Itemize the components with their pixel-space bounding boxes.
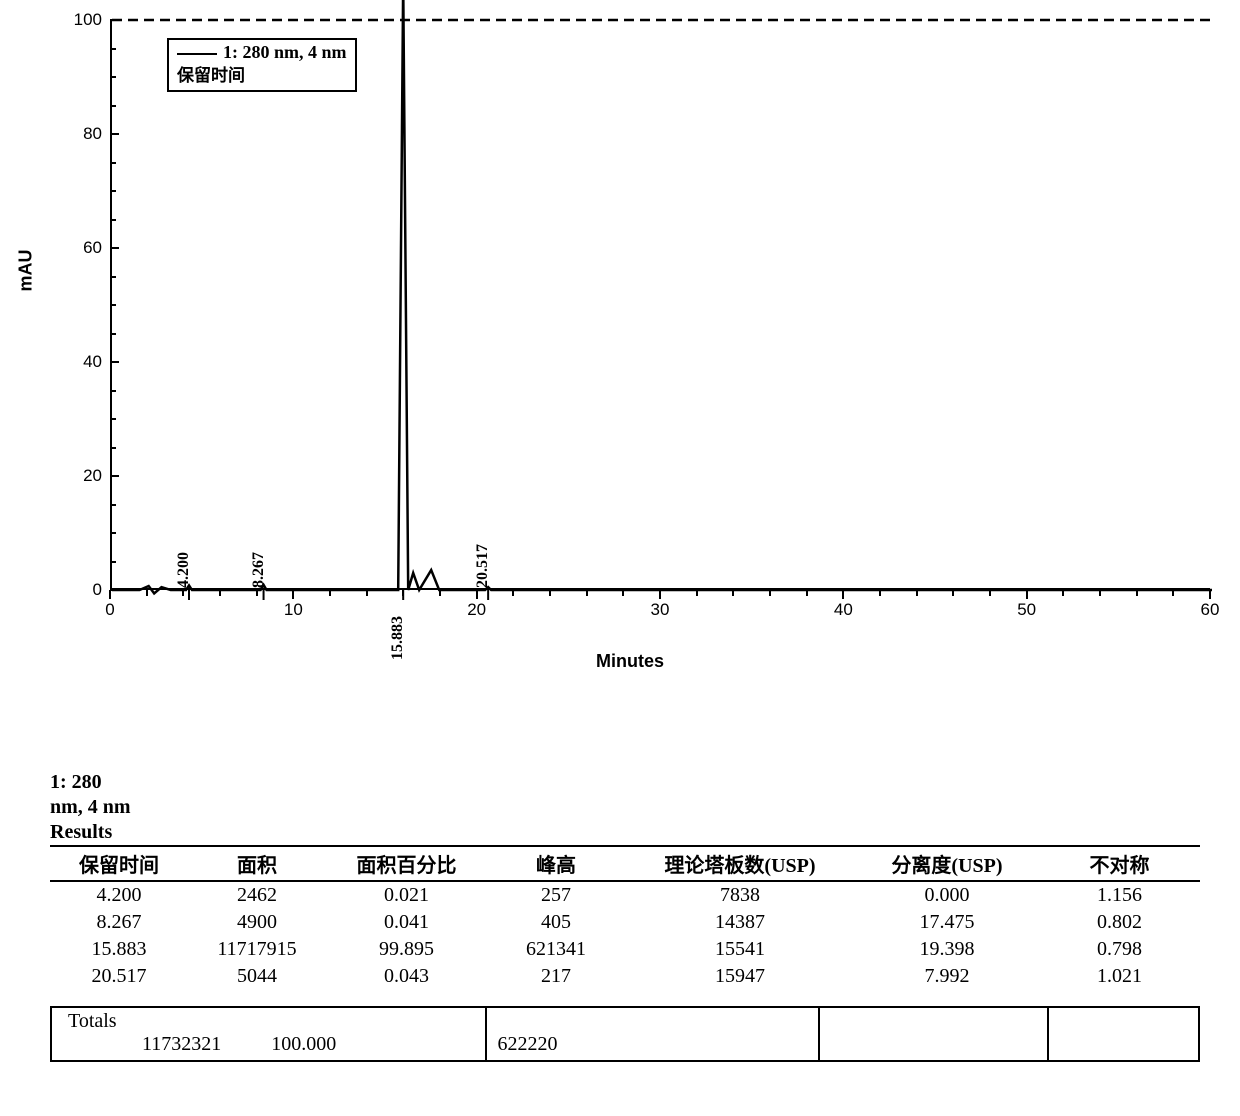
x-tick-label: 30	[651, 600, 670, 620]
column-header: 理论塔板数(USP)	[625, 846, 855, 881]
y-tick-label: 100	[74, 10, 110, 30]
column-header: 不对称	[1039, 846, 1200, 881]
plot-box: 1: 280 nm, 4 nm 保留时间	[110, 20, 1210, 590]
table-cell: 217	[487, 963, 625, 990]
x-tick-label: 40	[834, 600, 853, 620]
legend-title: 1: 280 nm, 4 nm	[223, 42, 347, 62]
table-cell: 0.041	[326, 909, 487, 936]
table-cell: 15541	[625, 936, 855, 963]
y-tick-label: 60	[83, 238, 110, 258]
table-cell: 0.798	[1039, 936, 1200, 963]
chromatogram-svg	[112, 20, 1212, 590]
results-table: 保留时间面积面积百分比峰高理论塔板数(USP)分离度(USP)不对称 4.200…	[50, 845, 1200, 990]
table-cell: 17.475	[855, 909, 1039, 936]
totals-row: Totals 11732321 100.000 622220	[50, 1006, 1200, 1062]
table-cell: 0.000	[855, 881, 1039, 909]
totals-area: 11732321	[142, 1033, 221, 1056]
table-cell: 2462	[188, 881, 326, 909]
table-cell: 19.398	[855, 936, 1039, 963]
table-cell: 7838	[625, 881, 855, 909]
column-header: 面积百分比	[326, 846, 487, 881]
table-cell: 20.517	[50, 963, 188, 990]
y-tick-label: 80	[83, 124, 110, 144]
table-cell: 4.200	[50, 881, 188, 909]
table-cell: 5044	[188, 963, 326, 990]
table-cell: 15.883	[50, 936, 188, 963]
peak-label: 8.267	[250, 552, 268, 588]
table-cell: 0.802	[1039, 909, 1200, 936]
peak-label: 20.517	[474, 544, 492, 588]
results-section: 1: 280 nm, 4 nm Results 保留时间面积面积百分比峰高理论塔…	[50, 770, 1200, 1062]
x-tick-label: 50	[1017, 600, 1036, 620]
table-row: 4.20024620.02125778380.0001.156	[50, 881, 1200, 909]
table-row: 15.8831171791599.8956213411554119.3980.7…	[50, 936, 1200, 963]
x-tick-label: 0	[105, 600, 114, 620]
y-tick-label: 0	[93, 580, 110, 600]
table-cell: 257	[487, 881, 625, 909]
column-header: 面积	[188, 846, 326, 881]
totals-area-pct: 100.000	[271, 1033, 336, 1056]
y-tick-label: 40	[83, 352, 110, 372]
table-cell: 7.992	[855, 963, 1039, 990]
table-cell: 14387	[625, 909, 855, 936]
peak-label: 4.200	[175, 552, 193, 588]
table-cell: 0.043	[326, 963, 487, 990]
chart-legend: 1: 280 nm, 4 nm 保留时间	[167, 38, 357, 92]
legend-subtitle: 保留时间	[177, 61, 347, 86]
column-header: 峰高	[487, 846, 625, 881]
table-cell: 4900	[188, 909, 326, 936]
table-row: 8.26749000.0414051438717.4750.802	[50, 909, 1200, 936]
table-cell: 8.267	[50, 909, 188, 936]
table-cell: 11717915	[188, 936, 326, 963]
table-cell: 15947	[625, 963, 855, 990]
x-tick-label: 20	[467, 600, 486, 620]
y-tick-label: 20	[83, 466, 110, 486]
table-cell: 0.021	[326, 881, 487, 909]
table-cell: 405	[487, 909, 625, 936]
table-cell: 1.156	[1039, 881, 1200, 909]
results-title: 1: 280 nm, 4 nm Results	[50, 770, 1200, 845]
totals-height: 622220	[497, 1033, 807, 1056]
totals-label: Totals	[62, 1010, 475, 1033]
table-cell: 1.021	[1039, 963, 1200, 990]
table-cell: 99.895	[326, 936, 487, 963]
column-header: 保留时间	[50, 846, 188, 881]
y-axis-label: mAU	[16, 249, 37, 291]
x-tick-label: 60	[1201, 600, 1220, 620]
table-row: 20.51750440.043217159477.9921.021	[50, 963, 1200, 990]
chromatogram-chart: mAU 1: 280 nm, 4 nm 保留时间 020406080100 01…	[35, 10, 1225, 670]
peak-label: 15.883	[389, 616, 407, 660]
table-cell: 621341	[487, 936, 625, 963]
x-tick-label: 10	[284, 600, 303, 620]
x-axis-label: Minutes	[596, 651, 664, 672]
column-header: 分离度(USP)	[855, 846, 1039, 881]
